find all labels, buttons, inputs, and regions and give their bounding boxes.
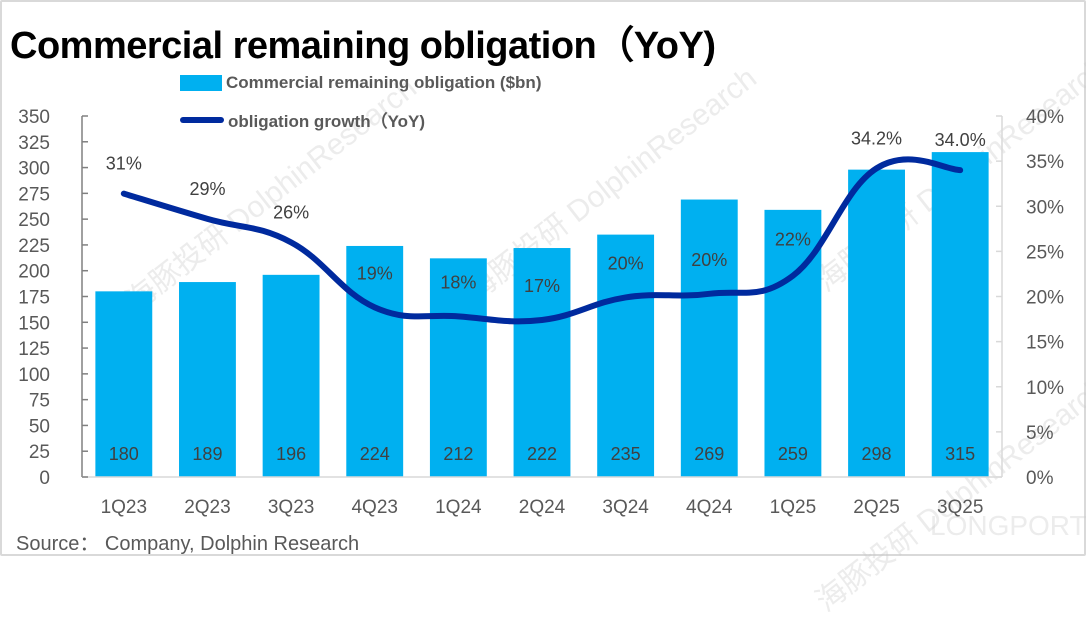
source-note: Source： Company, Dolphin Research (16, 533, 360, 555)
bar-data-label: 180 (109, 444, 139, 464)
bar-data-label: 224 (360, 444, 390, 464)
y-tick-label-right: 20% (1026, 288, 1064, 309)
bar (848, 169, 905, 478)
legend-entry-line: obligation growth（YoY) (180, 107, 425, 132)
x-tick-label: 4Q24 (686, 497, 733, 518)
legend-entry-bars: Commercial remaining obligation ($bn) (180, 73, 541, 93)
line-data-label: 18% (440, 272, 476, 292)
line-data-label: 34.2% (851, 128, 902, 148)
legend-label: Commercial remaining obligation ($bn) (226, 73, 542, 92)
line-data-label: 26% (273, 202, 309, 222)
y-tick-label-left: 200 (18, 262, 50, 283)
x-tick-label: 1Q23 (101, 497, 147, 518)
x-tick-label: 2Q24 (519, 497, 566, 518)
bar-data-label: 189 (192, 444, 222, 464)
bar-data-label: 222 (527, 444, 557, 464)
x-tick-label: 3Q24 (602, 497, 649, 518)
legend-label: obligation growth（YoY) (228, 112, 426, 131)
line-data-label: 31% (106, 154, 142, 174)
x-tick-label: 1Q25 (770, 497, 816, 518)
bar (513, 248, 571, 477)
bar-data-label: 235 (611, 444, 641, 464)
line-data-label: 20% (691, 250, 727, 270)
bar-data-label: 269 (694, 444, 724, 464)
line-data-label: 34.0% (935, 130, 986, 150)
bar (179, 282, 236, 477)
chart-frame (0, 0, 1086, 556)
bar-data-label: 315 (945, 444, 975, 464)
bar (95, 291, 153, 477)
y-tick-label-right: 35% (1026, 152, 1064, 173)
line-data-label: 29% (189, 179, 225, 199)
y-tick-label-left: 150 (18, 313, 50, 334)
x-tick-label: 1Q24 (435, 497, 482, 518)
bar (680, 199, 738, 477)
y-tick-label-right: 5% (1026, 423, 1054, 444)
y-tick-label-left: 225 (18, 236, 50, 257)
y-tick-label-left: 50 (29, 416, 50, 437)
y-tick-label-left: 100 (18, 365, 50, 386)
bar (346, 245, 404, 477)
x-tick-label: 2Q25 (853, 497, 899, 518)
y-tick-label-left: 125 (18, 339, 50, 360)
y-tick-label-left: 250 (18, 210, 50, 231)
y-tick-label-left: 75 (29, 391, 50, 412)
bar-data-label: 196 (276, 444, 306, 464)
bar-data-label: 212 (443, 444, 473, 464)
x-tick-label: 4Q23 (351, 497, 397, 518)
x-tick-label: 3Q23 (268, 497, 314, 518)
line-data-label: 22% (775, 230, 811, 250)
bar (931, 152, 989, 477)
x-tick-label: 2Q23 (184, 497, 230, 518)
y-tick-label-right: 15% (1026, 333, 1064, 354)
chart-svg: 0 25 50 75 100 125 150 175 200 225 250 275 300 325 350… (18, 107, 1064, 518)
bar (262, 274, 320, 477)
bar (597, 234, 655, 477)
y-tick-label-left: 300 (18, 159, 50, 180)
bar-data-label: 259 (778, 444, 808, 464)
y-tick-label-left: 325 (18, 133, 50, 154)
y-tick-label-right: 25% (1026, 242, 1064, 263)
y-tick-label-left: 0 (39, 468, 50, 489)
y-tick-label-right: 30% (1026, 197, 1064, 218)
legend-swatch-bar (180, 75, 222, 91)
bar (429, 258, 487, 477)
x-tick-label: 3Q25 (937, 497, 983, 518)
y-tick-label-right: 0% (1026, 468, 1054, 489)
legend-swatch-line (180, 116, 224, 123)
y-tick-label-left: 175 (18, 288, 50, 309)
y-tick-label-left: 275 (18, 184, 50, 205)
line-data-label: 20% (608, 253, 644, 273)
line-data-label: 17% (524, 276, 560, 296)
line-data-label: 19% (357, 263, 393, 283)
bar-data-label: 298 (862, 444, 892, 464)
chart-title: Commercial remaining obligation（YoY) (10, 25, 716, 67)
y-tick-label-left: 25 (29, 442, 50, 463)
y-tick-label-right: 40% (1026, 107, 1064, 128)
growth-line (120, 156, 964, 325)
y-tick-label-right: 10% (1026, 378, 1064, 399)
y-tick-label-left: 350 (18, 107, 50, 128)
